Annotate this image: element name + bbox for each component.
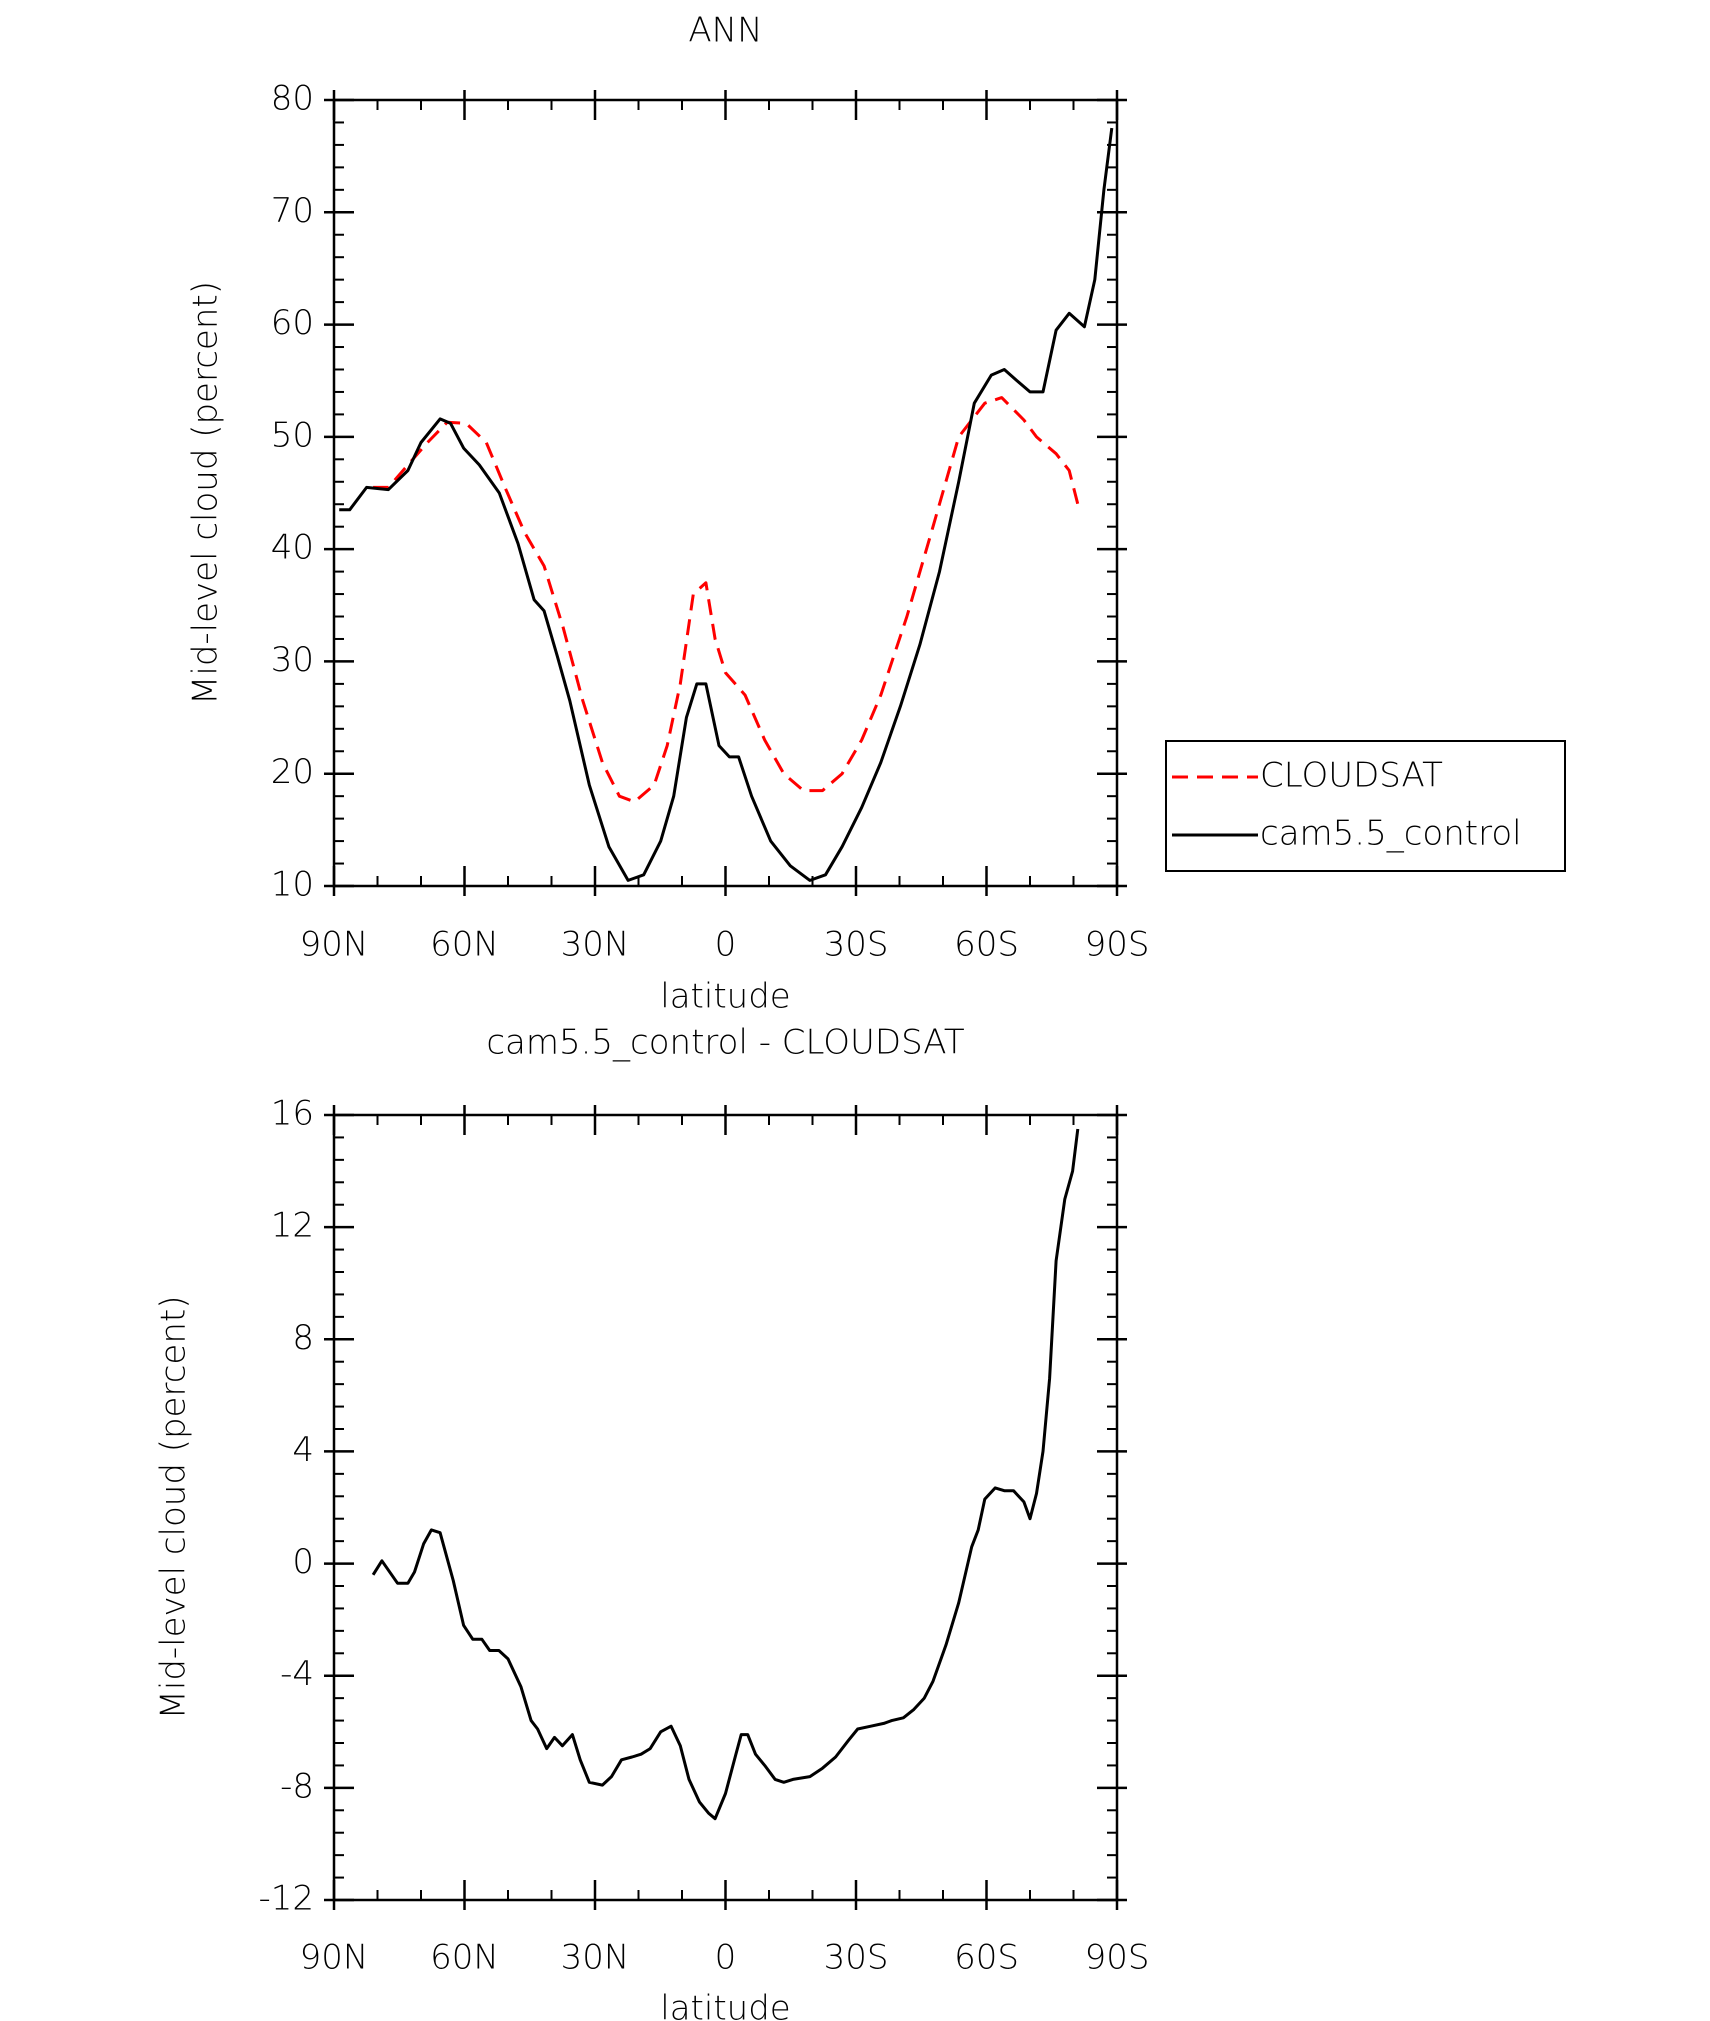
- x-tick-label: 30N: [561, 925, 630, 965]
- x-tick-label: 90N: [300, 1938, 369, 1978]
- y-tick-label: 70: [271, 191, 314, 231]
- plot-frame: [332, 1113, 1119, 1902]
- y-tick-label: 30: [271, 640, 314, 680]
- y-tick-label: -4: [280, 1654, 314, 1694]
- x-tick-label: 30S: [824, 925, 889, 965]
- y-tick-label: 20: [271, 752, 314, 792]
- x-axis-label: latitude: [660, 977, 790, 1017]
- plot-frame: [332, 98, 1119, 888]
- y-tick-label: 8: [292, 1318, 314, 1358]
- x-tick-label: 90S: [1085, 1938, 1150, 1978]
- x-tick-label: 0: [715, 1938, 737, 1978]
- y-tick-label: 4: [292, 1430, 314, 1470]
- data-line: [373, 396, 1080, 804]
- x-tick-label: 90N: [300, 925, 369, 965]
- x-tick-label: 0: [715, 925, 737, 965]
- y-tick-label: -8: [280, 1766, 314, 1806]
- x-tick-label: 30N: [561, 1938, 630, 1978]
- chart-title: ANN: [688, 11, 762, 51]
- y-tick-label: 0: [292, 1542, 314, 1582]
- y-tick-label: 50: [271, 415, 314, 455]
- data-line: [339, 127, 1114, 882]
- y-axis-label: Mid-level cloud (percent): [186, 281, 226, 705]
- y-tick-label: 16: [271, 1094, 314, 1134]
- y-tick-label: -12: [258, 1879, 314, 1919]
- y-tick-label: 40: [271, 528, 314, 568]
- x-axis-label: latitude: [660, 1989, 790, 2021]
- legend-label: CLOUDSAT: [1260, 756, 1443, 796]
- x-tick-label: 60S: [954, 1938, 1019, 1978]
- legend-box: [1165, 740, 1566, 872]
- x-tick-label: 90S: [1085, 925, 1150, 965]
- x-tick-label: 60S: [954, 925, 1019, 965]
- y-axis-label: Mid-level cloud (percent): [154, 1296, 194, 1720]
- x-tick-label: 60N: [430, 925, 499, 965]
- legend-label: cam5.5_control: [1260, 814, 1522, 854]
- chart-title: cam5.5_control - CLOUDSAT: [486, 1023, 965, 1063]
- y-tick-label: 10: [271, 865, 314, 905]
- x-tick-label: 60N: [430, 1938, 499, 1978]
- data-line: [371, 1128, 1080, 1821]
- y-tick-label: 12: [271, 1206, 314, 1246]
- y-tick-label: 60: [271, 303, 314, 343]
- y-tick-label: 80: [271, 79, 314, 119]
- x-tick-label: 30S: [824, 1938, 889, 1978]
